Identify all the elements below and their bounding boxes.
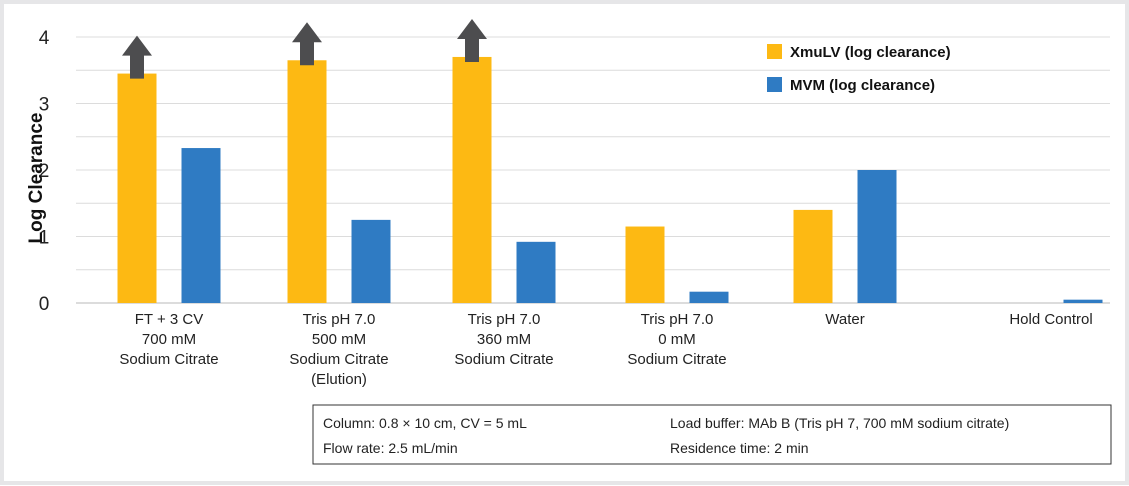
bar-mvm	[857, 170, 897, 303]
bars	[117, 56, 1103, 304]
bar-mvm	[181, 148, 221, 303]
greater-than-arrow-icon	[457, 18, 487, 62]
legend-swatch-xmulv	[767, 44, 782, 59]
y-tick-label: 3	[39, 95, 50, 116]
bar-xmulv	[452, 56, 492, 304]
info-flow-rate: Flow rate: 2.5 mL/min	[323, 440, 458, 456]
x-axis-category-labels: FT + 3 CV 700 mM Sodium Citrate Tris pH 7.0…	[119, 311, 1092, 388]
y-tick-label: 2	[39, 161, 50, 182]
greater-than-arrows	[122, 18, 487, 79]
bar-xmulv	[793, 209, 833, 303]
info-box: Column: 0.8 × 10 cm, CV = 5 mL Load buff…	[312, 404, 1112, 465]
bar-xmulv	[287, 60, 327, 304]
bar-xmulv	[117, 73, 157, 303]
bar-mvm	[689, 291, 729, 303]
x-category-label: Water	[825, 311, 864, 328]
greater-than-arrow-icon	[122, 35, 152, 79]
info-column: Column: 0.8 × 10 cm, CV = 5 mL	[323, 415, 527, 431]
y-tick-label: 0	[39, 294, 50, 315]
x-category-label: Tris pH 7.0 500 mM Sodium Citrate (Elution)	[289, 311, 388, 388]
bar-mvm	[351, 219, 391, 303]
grid-lines	[76, 36, 1110, 304]
info-load-buffer: Load buffer: MAb B (Tris pH 7, 700 mM so…	[670, 415, 1009, 431]
y-tick-label: 1	[39, 228, 50, 249]
y-axis-label: Log Clearance	[26, 113, 47, 244]
x-category-label: Tris pH 7.0 0 mM Sodium Citrate	[627, 311, 726, 368]
legend-label-mvm: MVM (log clearance)	[790, 77, 935, 94]
x-category-label: Tris pH 7.0 360 mM Sodium Citrate	[454, 311, 553, 368]
greater-than-arrow-icon	[292, 22, 322, 66]
info-residence-time: Residence time: 2 min	[670, 440, 809, 456]
y-tick-label: 4	[39, 28, 50, 49]
legend: XmuLV (log clearance) MVM (log clearance…	[767, 44, 951, 94]
legend-swatch-mvm	[767, 77, 782, 92]
bar-mvm	[516, 241, 556, 303]
x-category-label: Hold Control	[1009, 311, 1092, 328]
bar-mvm	[1063, 299, 1103, 303]
bar-chart: 0 1 2 3 4 FT + 3 CV 700 mM Sodium Citrate Tris …	[26, 18, 1112, 465]
y-axis-ticks: 0 1 2 3 4	[39, 28, 50, 315]
x-category-label: FT + 3 CV 700 mM Sodium Citrate	[119, 311, 218, 368]
legend-label-xmulv: XmuLV (log clearance)	[790, 44, 951, 61]
info-box-border	[312, 404, 1112, 465]
bar-xmulv	[625, 226, 665, 303]
